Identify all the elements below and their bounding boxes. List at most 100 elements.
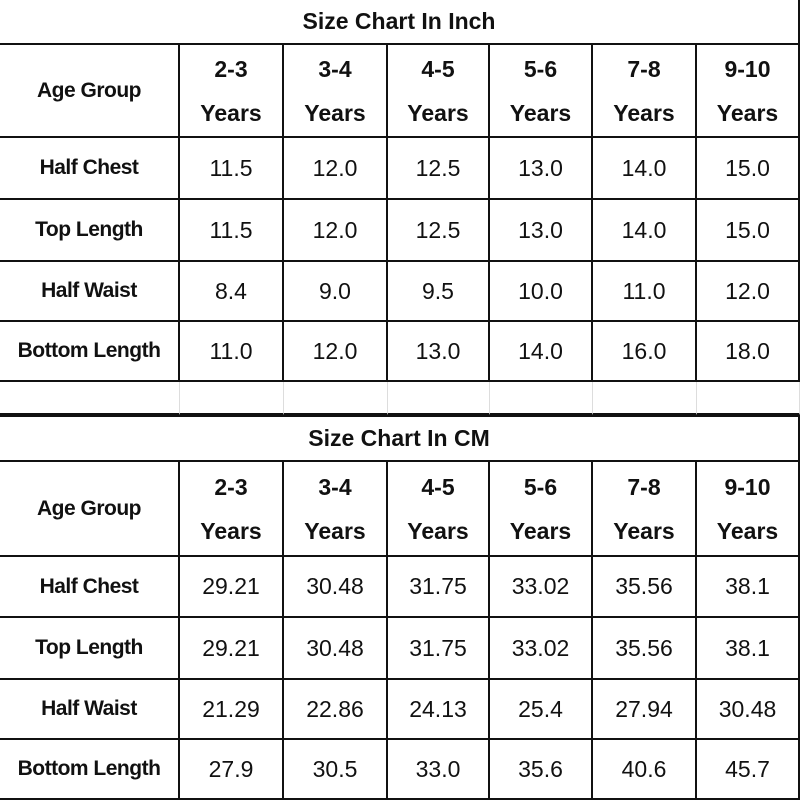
value-cell: 13.0 bbox=[490, 138, 593, 200]
value-cell: 27.94 bbox=[593, 680, 697, 740]
value-cell: 13.0 bbox=[490, 200, 593, 262]
value-cell: 21.29 bbox=[180, 680, 284, 740]
value-cell: 14.0 bbox=[593, 200, 697, 262]
value-text: 9.0 bbox=[319, 277, 351, 304]
title-text: Size Chart In Inch bbox=[302, 8, 496, 34]
value-cell: 11.5 bbox=[180, 200, 284, 262]
table-title: Size Chart In CM bbox=[0, 415, 800, 462]
value-cell: 31.75 bbox=[388, 557, 490, 618]
value-text: 11.0 bbox=[622, 277, 666, 304]
value-cell: 12.0 bbox=[284, 322, 388, 382]
value-cell: 33.02 bbox=[490, 618, 593, 680]
row-label: Half Chest bbox=[0, 557, 180, 618]
spacer-cell bbox=[0, 382, 180, 415]
value-cell: 12.5 bbox=[388, 138, 490, 200]
row-label: Bottom Length bbox=[0, 322, 180, 382]
value-text: 12.5 bbox=[415, 216, 461, 243]
row-label: Bottom Length bbox=[0, 740, 180, 800]
value-text: 40.6 bbox=[621, 755, 667, 782]
row-label-text: Bottom Length bbox=[17, 339, 161, 362]
row-label: Half Waist bbox=[0, 262, 180, 322]
value-cell: 30.48 bbox=[697, 680, 800, 740]
value-text: 14.0 bbox=[621, 216, 667, 243]
header-cell: 5-6 Years bbox=[490, 462, 593, 557]
value-cell: 38.1 bbox=[697, 618, 800, 680]
value-cell: 35.6 bbox=[490, 740, 593, 800]
age-unit: Years bbox=[304, 99, 366, 126]
value-cell: 16.0 bbox=[593, 322, 697, 382]
value-text: 27.94 bbox=[615, 695, 673, 722]
age-range: 4-5 bbox=[421, 55, 455, 82]
header-cell: 2-3 Years bbox=[180, 462, 284, 557]
value-text: 30.48 bbox=[306, 634, 364, 661]
value-cell: 10.0 bbox=[490, 262, 593, 322]
value-cell: 18.0 bbox=[697, 322, 800, 382]
header-cell: 7-8 Years bbox=[593, 45, 697, 138]
value-text: 29.21 bbox=[202, 634, 260, 661]
age-unit: Years bbox=[509, 99, 572, 126]
value-text: 35.6 bbox=[518, 755, 563, 782]
value-text: 12.0 bbox=[312, 337, 358, 364]
header-cell: 5-6 Years bbox=[490, 45, 593, 138]
age-unit: Years bbox=[613, 517, 675, 544]
value-text: 9.5 bbox=[422, 277, 454, 304]
value-cell: 33.02 bbox=[490, 557, 593, 618]
spacer-cell bbox=[593, 382, 697, 415]
header-cell: 9-10 Years bbox=[697, 462, 800, 557]
row-label-text: Half Chest bbox=[39, 156, 139, 179]
age-range: 7-8 bbox=[627, 473, 661, 500]
age-range: 7-8 bbox=[627, 55, 661, 82]
row-label-text: Half Waist bbox=[41, 279, 137, 302]
age-unit: Years bbox=[407, 517, 469, 544]
table-title: Size Chart In Inch bbox=[0, 0, 800, 45]
row-label-text: Top Length bbox=[35, 218, 143, 241]
value-cell: 30.5 bbox=[284, 740, 388, 800]
value-text: 14.0 bbox=[621, 154, 667, 181]
header-label: Age Group bbox=[0, 462, 180, 557]
value-cell: 29.21 bbox=[180, 618, 284, 680]
age-unit: Years bbox=[509, 517, 572, 544]
value-text: 12.5 bbox=[415, 154, 461, 181]
spacer-cell bbox=[180, 382, 284, 415]
value-text: 11.5 bbox=[209, 154, 253, 181]
value-cell: 12.5 bbox=[388, 200, 490, 262]
age-range: 5-6 bbox=[523, 473, 558, 500]
header-cell: 3-4 Years bbox=[284, 462, 388, 557]
value-text: 33.0 bbox=[415, 755, 461, 782]
row-label: Top Length bbox=[0, 618, 180, 680]
value-text: 11.0 bbox=[209, 337, 253, 364]
age-unit: Years bbox=[304, 517, 366, 544]
value-text: 35.56 bbox=[615, 573, 673, 599]
value-text: 33.02 bbox=[511, 573, 570, 599]
age-range: 2-3 bbox=[214, 55, 248, 82]
spacer-cell bbox=[697, 382, 800, 415]
spacer-cell bbox=[490, 382, 593, 415]
value-cell: 11.0 bbox=[180, 322, 284, 382]
value-text: 30.48 bbox=[306, 573, 364, 599]
row-label: Half Chest bbox=[0, 138, 180, 200]
value-cell: 27.9 bbox=[180, 740, 284, 800]
age-range: 4-5 bbox=[421, 473, 455, 500]
value-text: 38.1 bbox=[725, 634, 770, 661]
value-cell: 30.48 bbox=[284, 557, 388, 618]
value-cell: 14.0 bbox=[490, 322, 593, 382]
value-cell: 9.5 bbox=[388, 262, 490, 322]
value-text: 13.0 bbox=[415, 337, 461, 364]
value-text: 35.56 bbox=[615, 634, 673, 661]
age-unit: Years bbox=[716, 99, 779, 126]
header-cell: 7-8 Years bbox=[593, 462, 697, 557]
value-text: 12.0 bbox=[312, 216, 358, 243]
header-cell: 2-3 Years bbox=[180, 45, 284, 138]
header-cell: 4-5 Years bbox=[388, 45, 490, 138]
value-cell: 22.86 bbox=[284, 680, 388, 740]
value-text: 8.4 bbox=[215, 277, 247, 304]
spacer-cell bbox=[284, 382, 388, 415]
row-label-text: Half Chest bbox=[39, 574, 139, 598]
header-cell: 4-5 Years bbox=[388, 462, 490, 557]
age-range: 9-10 bbox=[724, 55, 771, 82]
row-label-text: Half Waist bbox=[41, 697, 137, 720]
value-text: 13.0 bbox=[518, 154, 563, 181]
value-cell: 11.0 bbox=[593, 262, 697, 322]
value-cell: 13.0 bbox=[388, 322, 490, 382]
value-cell: 12.0 bbox=[697, 262, 800, 322]
